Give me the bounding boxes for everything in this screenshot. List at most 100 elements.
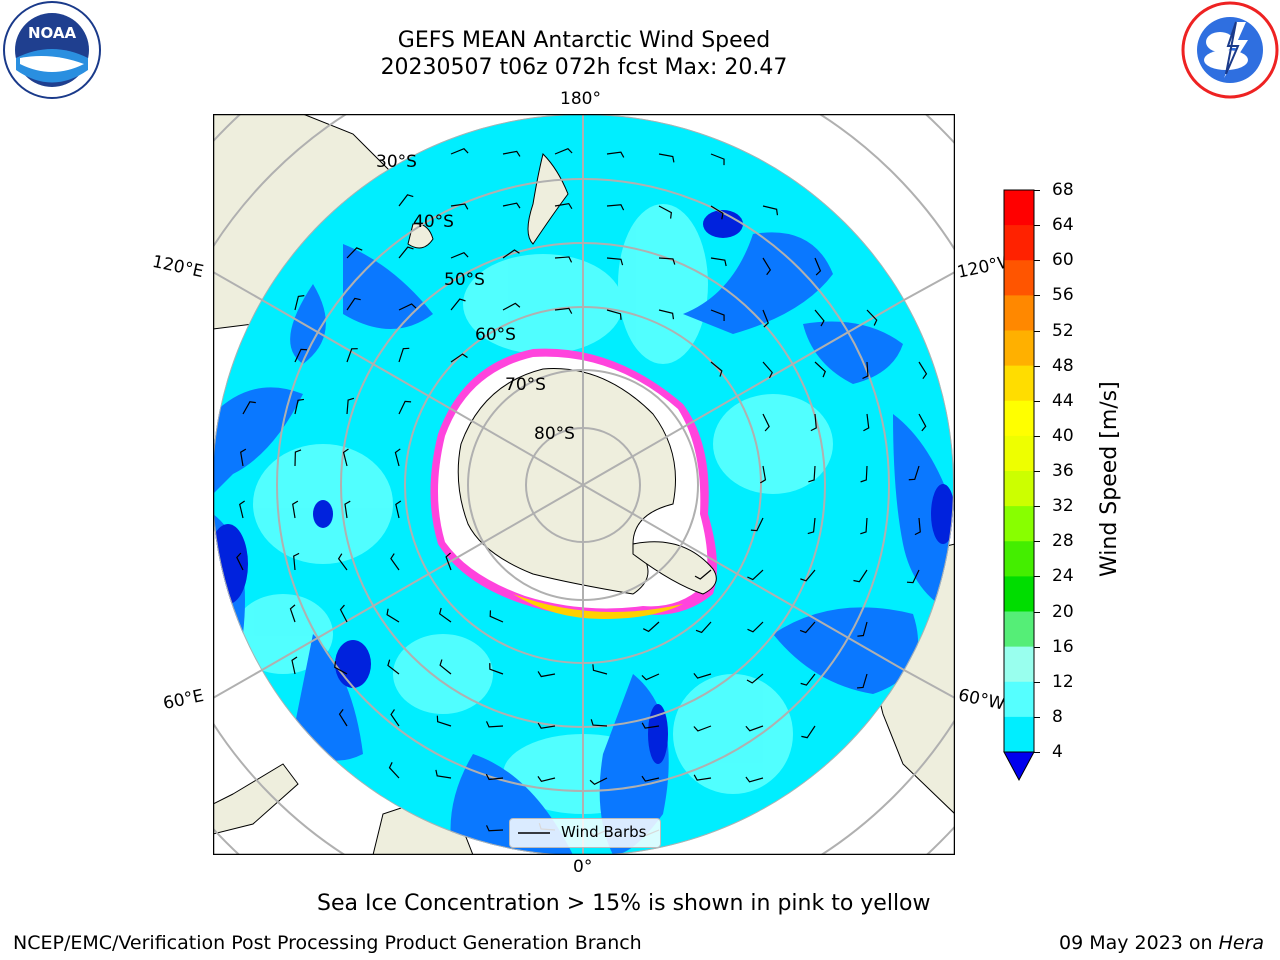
- lat-label-50s: 50°S: [444, 270, 485, 290]
- wind-barb: [606, 151, 625, 158]
- wind-barb: [762, 361, 773, 379]
- colorbar-tick-label: 44: [1052, 390, 1074, 411]
- wind-barb: [762, 413, 770, 432]
- wind-barb: [590, 719, 608, 727]
- colorbar-segment: [1004, 506, 1034, 542]
- wind-barb: [800, 569, 816, 582]
- colorbar-segment: [1004, 435, 1034, 472]
- wind-barb: [914, 517, 921, 536]
- wind-barb: [242, 401, 256, 415]
- colorbar-tick-label: 64: [1052, 215, 1074, 236]
- wind-barb: [810, 413, 817, 432]
- wind-barb: [334, 661, 348, 675]
- colorbar-segment: [1004, 225, 1034, 261]
- wind-barb: [398, 246, 414, 259]
- wind-barb: [390, 553, 400, 571]
- colorbar-segment: [1004, 471, 1034, 507]
- colorbar: [1003, 189, 1035, 782]
- wind-barb: [337, 553, 348, 571]
- colorbar-tick-mark: [1034, 190, 1040, 191]
- colorbar-tick-label: 36: [1052, 461, 1074, 481]
- wind-barb: [814, 309, 825, 327]
- date-credit: 09 May 2023 on Hera: [1059, 932, 1264, 954]
- wind-barb: [762, 205, 779, 216]
- sea-ice-note: Sea Ice Concentration > 15% is shown in …: [317, 891, 931, 916]
- wind-barb: [592, 664, 608, 675]
- lon-label-left-upper: 120°E: [150, 251, 206, 283]
- wind-barb: [398, 400, 412, 415]
- wind-barb: [710, 309, 725, 322]
- colorbar-tick-label: 20: [1052, 601, 1074, 622]
- colorbar-tick-mark: [1034, 330, 1040, 332]
- wind-barb: [760, 465, 767, 484]
- wind-barb: [860, 465, 868, 483]
- wind-barb: [658, 153, 675, 163]
- wind-barb: [291, 656, 298, 675]
- wind-barb: [862, 361, 869, 380]
- wind-barb: [747, 569, 764, 581]
- branch-credit: NCEP/EMC/Verification Post Processing Pr…: [13, 932, 642, 954]
- wind-barb: [906, 569, 920, 584]
- wind-barb: [502, 249, 520, 259]
- wind-barb: [554, 307, 573, 314]
- wind-barb: [394, 448, 401, 467]
- wind-barb: [641, 775, 660, 782]
- lat-label-70s: 70°S: [505, 375, 546, 395]
- colorbar-tick-label: 60: [1052, 250, 1074, 271]
- wind-barb: [710, 153, 725, 166]
- colorbar-tick-label: 28: [1052, 531, 1074, 552]
- lon-label-bottom: 0°: [573, 857, 593, 877]
- wind-barb: [807, 517, 816, 535]
- wind-barb: [342, 448, 349, 467]
- title-line-1: GEFS MEAN Antarctic Wind Speed: [397, 28, 771, 53]
- wind-barb: [693, 673, 712, 679]
- date-text: 09 May 2023 on: [1059, 932, 1219, 954]
- wind-barb: [799, 621, 816, 634]
- colorbar-segment: [1004, 646, 1034, 683]
- antarctic-map: [213, 114, 955, 855]
- wind-barb: [762, 309, 769, 328]
- wind-barb: [863, 413, 870, 432]
- wind-barb: [658, 205, 672, 219]
- wind-barb: [398, 194, 414, 207]
- wind-barb: [435, 769, 452, 779]
- wind-barb: [658, 309, 675, 320]
- wind-barb: [606, 204, 625, 211]
- colorbar-segment: [1004, 576, 1034, 612]
- colorbar-extend: [1003, 751, 1035, 782]
- wind-barb: [294, 449, 302, 467]
- wind-barb: [918, 361, 928, 380]
- wind-barb: [814, 257, 822, 276]
- wind-barb: [537, 671, 556, 678]
- wind-barb: [745, 776, 764, 783]
- colorbar-tick-mark: [1034, 260, 1040, 262]
- colorbar-tick-mark: [1034, 541, 1040, 543]
- wind-barb: [918, 413, 927, 432]
- machine-name: Hera: [1218, 932, 1265, 954]
- wind-barb: [908, 465, 920, 481]
- sea-ice-yellow: [513, 594, 683, 619]
- wind-barb: [814, 361, 826, 378]
- wind-barb: [489, 610, 504, 623]
- colorbar-tick-label: 24: [1052, 566, 1074, 587]
- wind-barb: [800, 673, 816, 686]
- wind-barb: [450, 148, 469, 155]
- lon-label-right-lower: 60°W: [956, 685, 1007, 715]
- wind-barbs: [236, 147, 928, 837]
- wind-barb: [606, 309, 622, 320]
- wind-barb: [450, 298, 466, 311]
- colorbar-tick-label: 56: [1052, 285, 1074, 306]
- lon-label-top: 180°: [560, 89, 601, 109]
- wind-barb: [710, 361, 723, 377]
- wind-barb: [294, 398, 305, 415]
- wind-barb: [710, 257, 727, 267]
- colorbar-tick-mark: [1034, 365, 1040, 367]
- colorbar-tick-label: 68: [1052, 180, 1074, 200]
- colorbar-segment: [1004, 190, 1034, 226]
- wind-barb: [710, 205, 724, 220]
- colorbar-segment: [1004, 295, 1034, 331]
- lat-label-60s: 60°S: [475, 325, 516, 345]
- map-legend: Wind Barbs: [509, 818, 661, 848]
- wind-barb: [398, 347, 410, 363]
- wind-barb: [436, 715, 452, 727]
